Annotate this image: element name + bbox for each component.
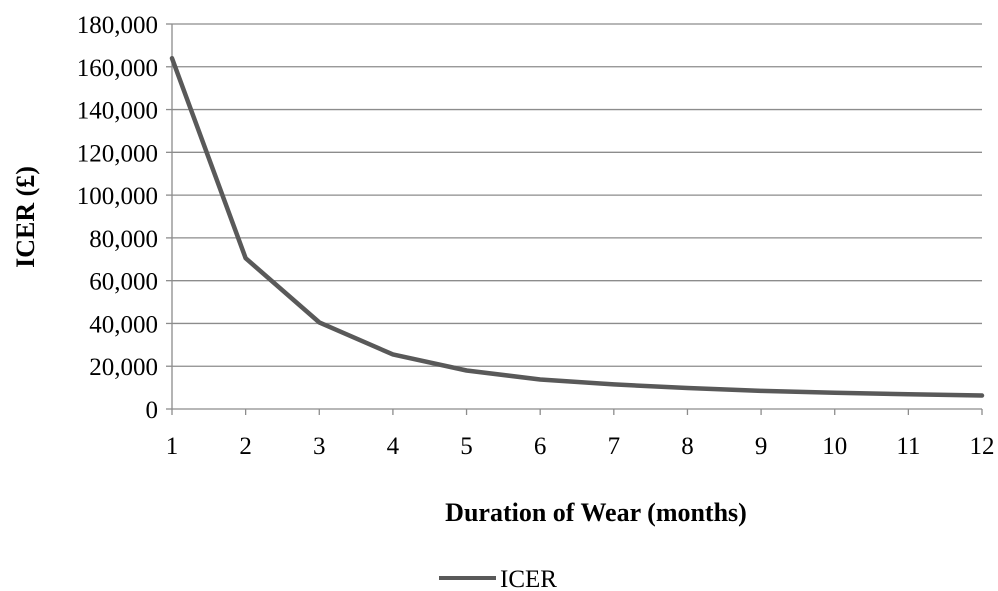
x-axis-title: Duration of Wear (months) — [445, 498, 747, 527]
x-tick-label: 7 — [608, 433, 621, 460]
x-tick-label: 11 — [896, 433, 920, 460]
y-tick-label: 100,000 — [77, 183, 158, 210]
y-tick-label: 140,000 — [77, 98, 158, 125]
x-tick-labels: 1 2 3 4 5 6 7 8 9 10 11 12 — [166, 433, 995, 460]
x-tick-label: 5 — [460, 433, 473, 460]
y-tick-label: 180,000 — [77, 12, 158, 39]
y-tick-labels: 0 20,000 40,000 60,000 80,000 100,000 120,000 1… — [77, 12, 158, 424]
series-layer — [169, 55, 985, 398]
series-line-icer — [169, 55, 985, 398]
legend-label-icer: ICER — [500, 566, 557, 591]
x-tick-label: 9 — [755, 433, 768, 460]
legend: ICER — [439, 566, 557, 591]
grid-layer — [172, 23, 982, 367]
axis-layer — [166, 23, 983, 415]
x-tick-label: 6 — [534, 433, 547, 460]
x-tick-label: 8 — [681, 433, 694, 460]
x-tick-label: 3 — [313, 433, 326, 460]
y-tick-label: 80,000 — [89, 226, 158, 253]
x-tick-label: 1 — [166, 433, 179, 460]
x-tick-label: 4 — [387, 433, 400, 460]
x-tick-label: 12 — [970, 433, 995, 460]
x-tick-label: 2 — [239, 433, 252, 460]
y-tick-label: 60,000 — [89, 269, 158, 296]
y-tick-label: 40,000 — [89, 311, 158, 338]
y-axis-title: ICER (£) — [11, 166, 40, 268]
x-tick-label: 10 — [822, 433, 847, 460]
y-tick-label: 120,000 — [77, 140, 158, 167]
y-tick-label: 20,000 — [89, 354, 158, 381]
y-tick-label: 160,000 — [77, 55, 158, 82]
y-tick-label: 0 — [146, 397, 159, 424]
